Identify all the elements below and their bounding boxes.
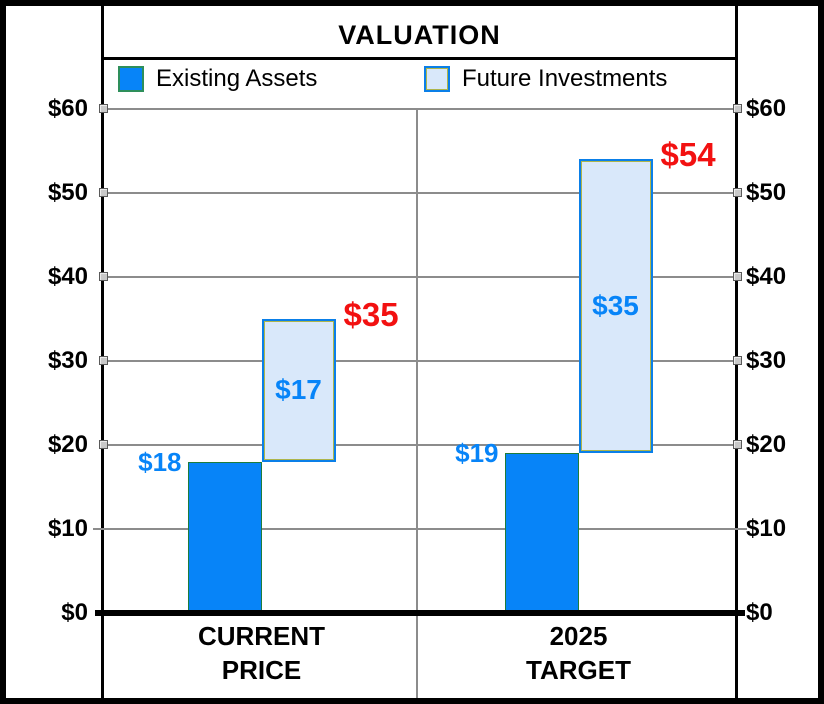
axis-tick-left-10 <box>93 528 103 530</box>
legend-label-future-investments: Future Investments <box>462 65 668 92</box>
legend-swatch-existing-assets-icon <box>118 66 144 92</box>
ytick-right-10: $10 <box>746 515 787 542</box>
axis-handle-right-30 <box>733 356 742 365</box>
axis-handle-left-40 <box>99 272 108 281</box>
category-label-0: CURRENT PRICE <box>197 621 326 685</box>
axis-handle-right-50 <box>733 188 742 197</box>
axis-handle-left-20 <box>99 440 108 449</box>
gridline-40 <box>103 276 737 278</box>
category-label-1: 2025 TARGET <box>526 621 631 685</box>
ytick-left-60: $60 <box>47 95 88 122</box>
bar-existing-0 <box>187 461 262 616</box>
axis-handle-right-40 <box>733 272 742 281</box>
ytick-left-10: $10 <box>47 515 88 542</box>
ytick-left-0: $0 <box>61 599 88 626</box>
ytick-left-50: $50 <box>47 179 88 206</box>
chart-legend: Existing Assets Future Investments <box>101 60 738 108</box>
ytick-right-40: $40 <box>746 263 787 290</box>
ytick-right-60: $60 <box>746 95 787 122</box>
value-label-future-0: $17 <box>275 374 322 406</box>
ytick-left-20: $20 <box>47 431 88 458</box>
ytick-left-40: $40 <box>47 263 88 290</box>
gridline-20 <box>103 444 737 446</box>
legend-swatch-future-investments-icon <box>424 66 450 92</box>
axis-handle-left-60 <box>99 104 108 113</box>
value-label-future-1: $35 <box>592 290 639 322</box>
ytick-left-30: $30 <box>47 347 88 374</box>
bar-future-0 <box>261 319 336 462</box>
ytick-right-20: $20 <box>746 431 787 458</box>
value-label-existing-0: $18 <box>138 446 182 477</box>
axis-handle-left-50 <box>99 188 108 197</box>
chart-title: VALUATION <box>338 20 501 50</box>
axis-handle-left-30 <box>99 356 108 365</box>
bar-future-1 <box>578 159 653 454</box>
axis-handle-right-20 <box>733 440 742 449</box>
axis-tick-right-10 <box>737 528 747 530</box>
total-label-1: $54 <box>660 136 716 174</box>
x-axis-line <box>95 610 745 616</box>
bar-existing-1 <box>504 453 579 616</box>
ytick-right-50: $50 <box>746 179 787 206</box>
gridline-10 <box>103 528 737 530</box>
value-label-existing-1: $19 <box>455 438 499 469</box>
gridline-60 <box>103 108 737 110</box>
ytick-right-30: $30 <box>746 347 787 374</box>
category-divider-line <box>416 109 418 698</box>
ytick-right-0: $0 <box>746 599 773 626</box>
title-separator <box>101 57 738 60</box>
gridline-30 <box>103 360 737 362</box>
gridline-50 <box>103 192 737 194</box>
total-label-0: $35 <box>343 296 399 333</box>
axis-handle-right-60 <box>733 104 742 113</box>
left-axis-line <box>101 6 104 698</box>
right-axis-line <box>735 6 738 698</box>
legend-label-existing-assets: Existing Assets <box>156 65 318 92</box>
